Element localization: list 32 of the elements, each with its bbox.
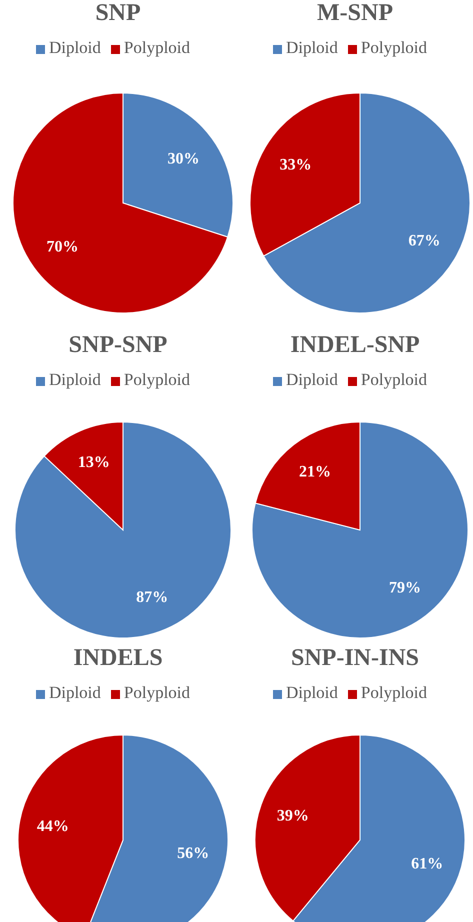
data-label: 56% <box>177 844 210 862</box>
pie-slice <box>14 422 232 638</box>
pie-slice <box>252 422 468 638</box>
data-label: 13% <box>78 454 110 472</box>
chart-title: INDELS <box>72 645 164 672</box>
legend-label: Diploid <box>286 683 338 702</box>
chart-title: M-SNP <box>316 0 394 27</box>
chart-title: SNP-SNP <box>68 332 168 359</box>
legend-label: Diploid <box>286 370 338 389</box>
legend-label: Polyploid <box>360 38 428 57</box>
chart-title: INDEL-SNP <box>289 332 421 359</box>
chart-title: SNP-IN-INS <box>290 645 420 672</box>
legend-label: Polyploid <box>124 683 190 702</box>
data-label: 44% <box>36 818 69 836</box>
legend-label: Diploid <box>48 683 101 702</box>
data-label: 30% <box>168 150 200 168</box>
legend-label: Polyploid <box>124 38 190 57</box>
legend-label: Polyploid <box>360 370 428 389</box>
data-label: 21% <box>298 463 331 480</box>
legend-label: Polyploid <box>124 370 190 389</box>
legend-label: Diploid <box>286 38 338 57</box>
legend-label: Polyploid <box>360 683 428 702</box>
data-label: 87% <box>136 588 168 606</box>
data-label: 33% <box>280 156 312 174</box>
legend-label: Diploid <box>48 370 101 389</box>
data-label: 39% <box>276 807 309 824</box>
data-label: 61% <box>411 856 444 873</box>
legend-label: Diploid <box>48 38 101 57</box>
data-label: 70% <box>46 238 78 256</box>
data-label: 67% <box>408 232 440 250</box>
data-label: 79% <box>389 580 422 597</box>
chart-title: SNP <box>94 0 142 27</box>
